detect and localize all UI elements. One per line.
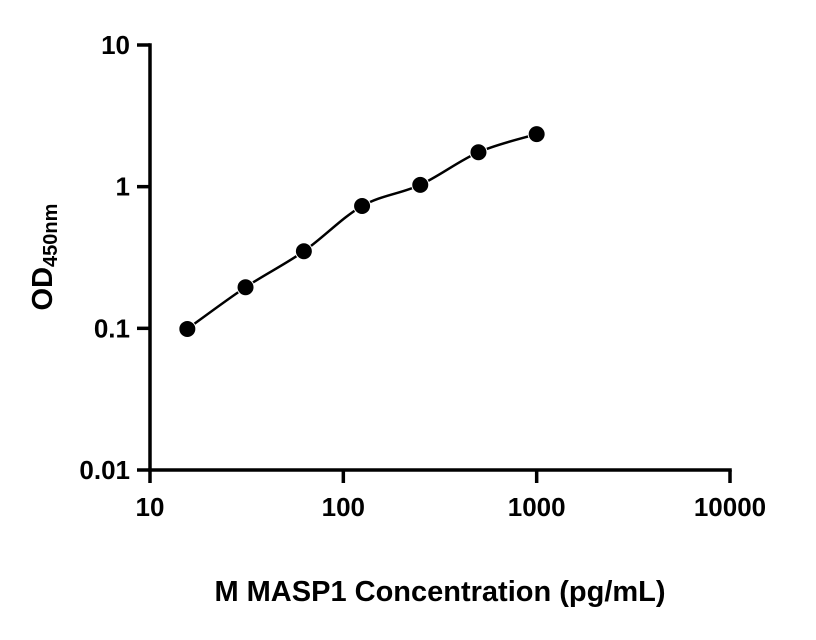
x-tick-label: 10 [136, 492, 165, 522]
data-point-marker [178, 319, 197, 338]
curve-line [186, 132, 538, 330]
data-point-marker [236, 278, 255, 297]
data-point-marker [294, 242, 313, 261]
x-axis-title: M MASP1 Concentration (pg/mL) [214, 576, 665, 608]
data-point-marker [411, 175, 430, 194]
y-tick-label: 10 [101, 30, 130, 60]
data-point-marker [353, 197, 372, 216]
x-tick-label: 1000 [508, 492, 566, 522]
data-point-marker [527, 125, 546, 144]
x-tick-label: 10000 [694, 492, 766, 522]
y-tick-label: 1 [116, 172, 130, 202]
plot-layer: 10 100 1000 10000 0.01 0.1 1 10 [79, 30, 766, 522]
data-point-marker [469, 143, 488, 162]
y-axis-title-main: OD [27, 267, 59, 311]
y-tick-label: 0.01 [79, 455, 130, 485]
y-axis-title: OD450nm [27, 204, 62, 311]
y-axis-title-subscript: 450nm [40, 204, 62, 267]
y-tick-label: 0.1 [94, 313, 130, 343]
x-tick-label: 100 [322, 492, 365, 522]
